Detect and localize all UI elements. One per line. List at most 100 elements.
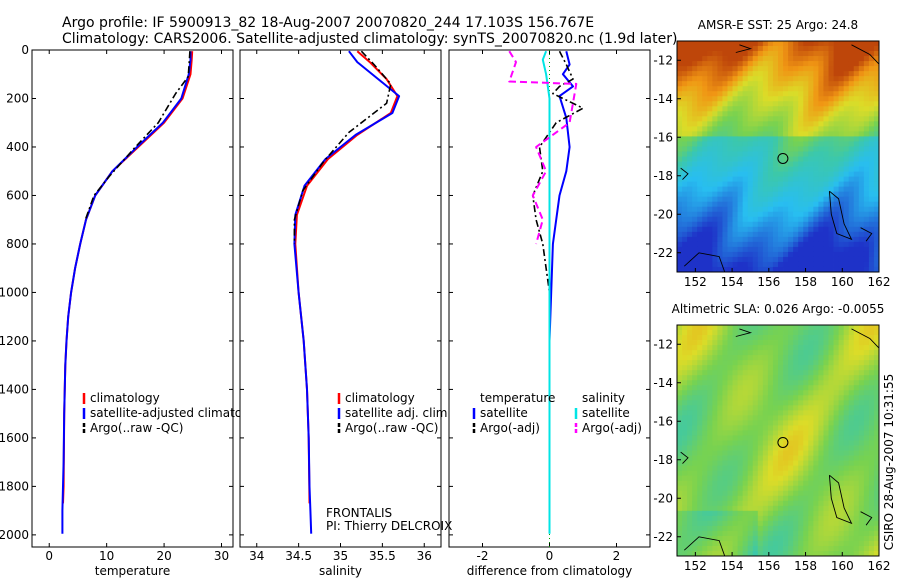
map-cell [752,126,759,132]
map-cell [742,96,749,102]
map-cell [692,465,698,472]
map-cell [727,445,733,451]
map-cell [757,136,764,142]
map-cell [813,211,819,218]
map-cell [818,191,824,198]
map-cell [677,111,683,117]
map-cell [732,510,738,517]
map-cell [828,61,834,67]
map-cell [767,216,774,223]
map-cell [853,166,860,172]
map-cell [818,131,824,137]
map-cell [767,181,774,188]
map-cell [757,231,764,238]
map-cell [788,76,794,82]
map-cell [707,211,713,218]
map-cell [848,455,855,461]
map-cell [737,186,744,193]
map-cell [818,495,824,502]
map-cell [853,266,860,273]
map-cell [778,425,784,431]
map-cell [793,111,799,117]
map-cell [818,375,824,381]
map-cell [737,355,744,361]
map-cell [873,330,880,336]
map-cell [762,465,769,472]
map-cell [798,455,804,461]
map-cell [843,121,850,127]
difference-legend-item-label: Argo(-adj) [480,421,540,435]
map-cell [803,405,809,411]
map-cell [772,550,779,557]
map-cell [823,206,829,213]
map-cell [833,405,839,411]
map-cell [813,375,819,381]
map-cell [858,216,865,223]
map-cell [838,400,845,406]
map-cell [783,545,789,552]
map-cell [772,455,779,461]
map-cell [873,251,880,258]
map-cell [823,236,829,243]
map-cell [813,510,819,517]
map-cell [762,166,769,172]
map-cell [868,156,875,162]
map-cell [742,340,749,346]
map-cell [687,61,693,67]
map-cell [727,520,733,527]
map-cell [702,440,708,446]
map-cell [858,96,865,102]
map-cell [737,201,744,208]
map-cell [848,385,855,391]
map-cell [808,71,814,77]
map-cell [732,136,738,142]
map-cell [757,106,764,112]
map-cell [798,400,804,406]
map-cell [798,405,804,411]
map-cell [778,550,784,557]
map-cell [818,151,824,157]
map-cell [707,91,713,97]
map-cell [682,136,688,142]
map-cell [868,101,875,107]
map-cell [793,525,799,532]
map-cell [858,191,865,198]
map-cell [697,61,703,67]
map-cell [868,510,875,517]
map-cell [858,375,865,381]
map-cell [712,91,718,97]
map-cell [813,101,819,107]
map-cell [697,480,703,487]
map-cell [863,91,870,97]
map-cell [828,136,834,142]
map-cell [712,365,718,371]
map-cell [722,86,728,92]
map-cell [702,131,708,137]
map-cell [798,156,804,162]
map-cell [752,505,759,512]
map-cell [727,535,733,542]
map-cell [838,61,845,67]
map-cell [848,535,855,542]
map-cell [772,545,779,552]
map-cell [747,66,754,72]
map-cell [873,266,880,273]
map-cell [732,66,738,72]
map-cell [838,136,845,142]
map-cell [732,465,738,472]
map-cell [692,121,698,127]
map-cell [853,216,860,223]
map-cell [697,470,703,477]
map-cell [772,226,779,233]
map-cell [788,191,794,198]
map-cell [788,161,794,167]
map-cell [762,141,769,147]
map-cell [843,430,850,436]
map-cell [677,196,683,203]
map-cell [737,395,744,401]
map-cell [772,340,779,346]
map-cell [687,410,693,416]
map-cell [712,106,718,112]
map-cell [742,435,749,441]
map-cell [762,46,769,52]
